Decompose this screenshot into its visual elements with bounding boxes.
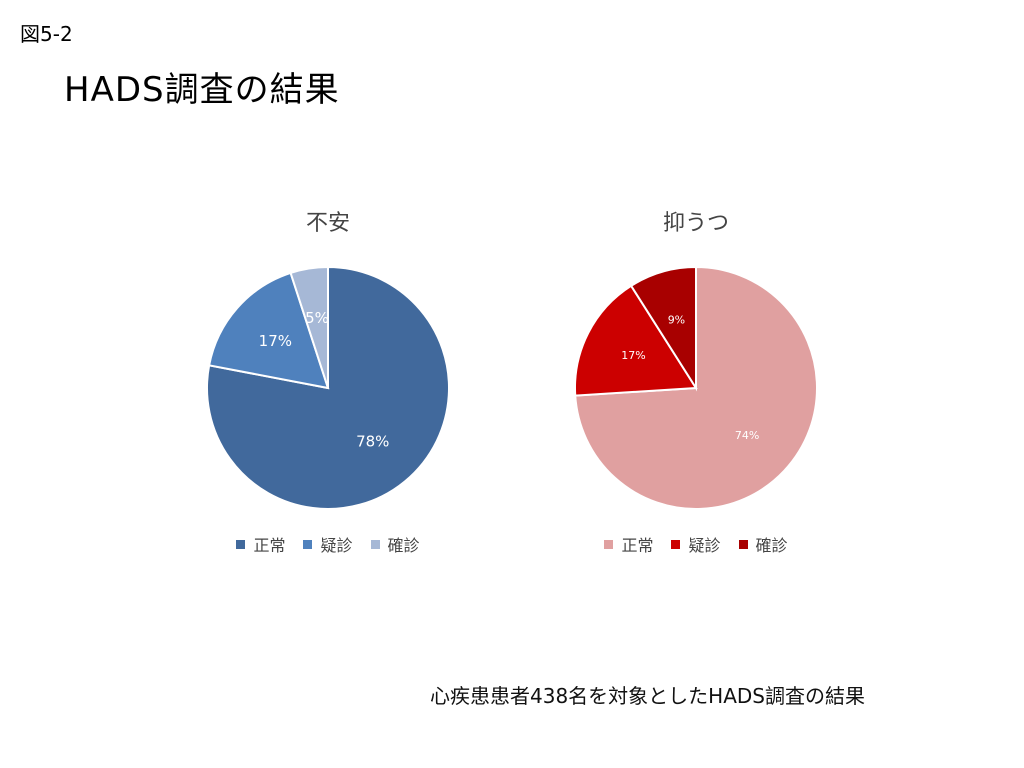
data-label-suspected: 17%: [621, 349, 645, 362]
legend-swatch: [604, 539, 614, 549]
depression-pie-chart: 抑うつ 74% 17% 9% 正常 疑診 確診: [536, 205, 856, 575]
legend-label: 正常: [253, 536, 286, 555]
legend-item-normal: 正常: [604, 532, 653, 556]
anxiety-pie-chart: 不安 78% 17% 5% 正常 疑診 確診: [168, 205, 488, 575]
pie-slice-confirmed: [289, 265, 329, 389]
legend-label: 確診: [387, 536, 420, 555]
legend-item-confirmed: 確診: [738, 532, 788, 556]
slide-caption: 心疾患患者438名を対象としたHADS調査の結果: [430, 684, 865, 708]
pie-slice-suspected: [574, 284, 698, 397]
data-label-normal: 74%: [735, 429, 759, 442]
anxiety-pie-svg: 78% 17% 5%: [206, 265, 450, 510]
legend-label: 確診: [755, 536, 788, 555]
chart-legend: 正常 疑診 確診: [168, 532, 488, 556]
chart-legend: 正常 疑診 確診: [536, 532, 856, 556]
legend-label: 疑診: [688, 536, 721, 555]
legend-item-confirmed: 確診: [370, 532, 420, 556]
legend-swatch: [370, 539, 380, 549]
legend-swatch: [738, 539, 748, 549]
figure-label: 図5-2: [20, 22, 73, 46]
data-label-confirmed: 9%: [668, 314, 685, 327]
chart-title: 抑うつ: [662, 211, 729, 236]
data-label-confirmed: 5%: [305, 309, 329, 327]
legend-item-suspected: 疑診: [303, 532, 353, 556]
data-label-suspected: 17%: [259, 332, 292, 350]
legend-item-normal: 正常: [236, 532, 285, 556]
data-label-normal: 78%: [356, 433, 389, 451]
legend-swatch: [303, 539, 313, 549]
legend-swatch: [671, 539, 681, 549]
legend-label: 疑診: [320, 536, 353, 555]
legend-swatch: [236, 539, 246, 549]
pie-slice-confirmed: [629, 265, 697, 392]
depression-pie-svg: 74% 17% 9%: [574, 265, 818, 510]
legend-item-suspected: 疑診: [671, 532, 721, 556]
pie-slice-suspected: [207, 271, 330, 390]
page-title: HADS調査の結果: [64, 70, 340, 110]
chart-title: 不安: [305, 211, 350, 236]
legend-label: 正常: [621, 536, 654, 555]
